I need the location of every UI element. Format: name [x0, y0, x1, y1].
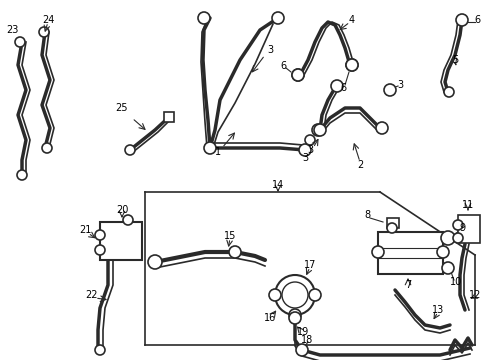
Circle shape [346, 59, 357, 71]
Circle shape [198, 12, 209, 24]
Circle shape [375, 122, 387, 134]
Circle shape [295, 344, 307, 356]
Circle shape [291, 69, 304, 81]
Circle shape [228, 246, 241, 258]
Circle shape [308, 289, 320, 301]
Text: 9: 9 [458, 223, 464, 233]
Text: 6: 6 [279, 61, 285, 71]
Text: 24: 24 [42, 15, 54, 25]
Text: 25: 25 [116, 103, 128, 113]
Circle shape [271, 12, 284, 24]
Circle shape [452, 220, 462, 230]
Circle shape [383, 84, 395, 96]
Circle shape [441, 262, 453, 274]
Bar [386, 218, 398, 228]
Circle shape [95, 345, 105, 355]
Circle shape [15, 37, 25, 47]
Text: 12: 12 [468, 290, 480, 300]
Circle shape [386, 223, 396, 233]
Circle shape [452, 233, 462, 243]
Text: 16: 16 [264, 313, 276, 323]
Text: 19: 19 [296, 327, 308, 337]
Circle shape [17, 170, 27, 180]
Text: 15: 15 [224, 231, 236, 241]
Circle shape [330, 80, 342, 92]
Text: 3: 3 [301, 153, 307, 163]
Circle shape [288, 309, 301, 321]
Text: 6: 6 [473, 15, 479, 25]
Bar [457, 215, 479, 243]
Circle shape [313, 124, 325, 136]
Circle shape [311, 124, 324, 136]
Circle shape [268, 289, 281, 301]
Circle shape [282, 282, 307, 308]
Circle shape [371, 246, 383, 258]
Circle shape [436, 246, 448, 258]
Text: 22: 22 [85, 290, 98, 300]
Circle shape [346, 59, 357, 71]
Text: 21: 21 [79, 225, 91, 235]
Text: 6: 6 [339, 83, 346, 93]
Text: 13: 13 [431, 305, 443, 315]
Circle shape [288, 312, 301, 324]
Circle shape [274, 275, 314, 315]
Circle shape [298, 144, 310, 156]
Text: 20: 20 [116, 205, 128, 215]
Circle shape [123, 215, 133, 225]
Text: 7: 7 [404, 280, 410, 290]
Circle shape [148, 255, 162, 269]
Text: 23: 23 [6, 25, 18, 35]
Text: 14: 14 [271, 180, 284, 190]
Bar [100, 222, 142, 260]
Bar [163, 112, 174, 122]
Text: 5: 5 [451, 55, 457, 65]
Circle shape [440, 231, 454, 245]
Circle shape [455, 14, 467, 26]
Text: 3: 3 [306, 145, 312, 155]
Text: 1: 1 [215, 147, 221, 157]
Circle shape [39, 27, 49, 37]
Circle shape [95, 245, 105, 255]
Text: 3: 3 [396, 80, 402, 90]
Circle shape [42, 143, 52, 153]
Circle shape [291, 69, 304, 81]
Circle shape [125, 145, 135, 155]
Circle shape [443, 87, 453, 97]
Text: 8: 8 [363, 210, 369, 220]
Text: 11: 11 [461, 200, 473, 210]
Text: 2: 2 [356, 160, 363, 170]
Bar [377, 232, 442, 274]
Text: 10: 10 [449, 277, 461, 287]
Text: 4: 4 [348, 15, 354, 25]
Circle shape [95, 230, 105, 240]
Text: 18: 18 [300, 335, 312, 345]
Text: 3: 3 [266, 45, 272, 55]
Circle shape [305, 135, 314, 145]
Text: 17: 17 [303, 260, 316, 270]
Circle shape [203, 142, 216, 154]
